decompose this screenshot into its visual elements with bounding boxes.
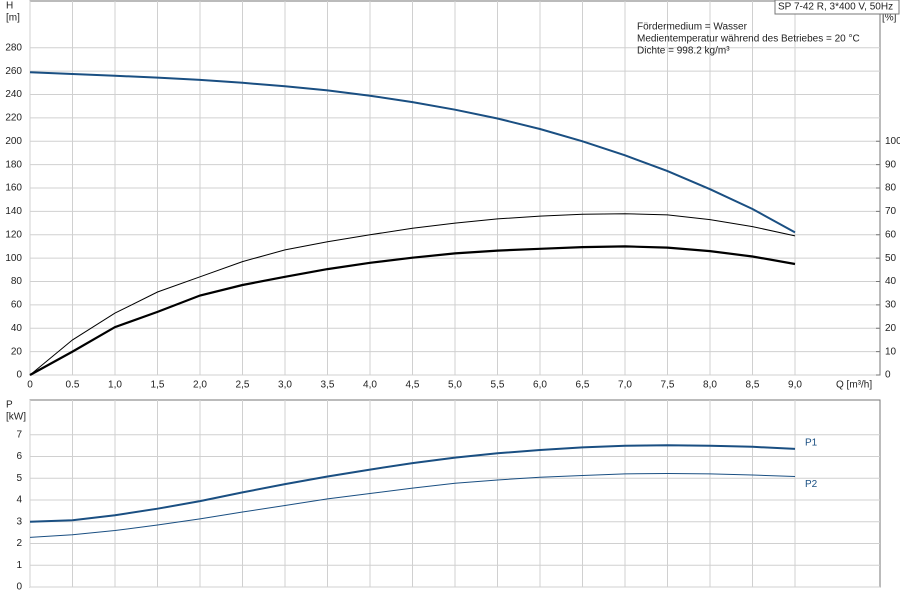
curve [29, 444, 796, 523]
y-tick-label: 180 [5, 159, 22, 170]
curve [29, 71, 796, 234]
y-tick-label: 80 [11, 276, 23, 287]
y-tick-label: 6 [16, 451, 22, 462]
y2-tick-label: 40 [885, 276, 897, 287]
x-tick-label: 1,5 [151, 380, 165, 391]
x-tick-label: 5,0 [448, 380, 462, 391]
y-tick-label: 20 [11, 346, 23, 357]
y2-tick-label: 20 [885, 323, 897, 334]
curve [29, 472, 796, 538]
y2-tick-label: 90 [885, 159, 897, 170]
y2-tick-label: 100 [885, 136, 900, 147]
y-tick-label: 100 [5, 253, 22, 264]
chart-title: SP 7-42 R, 3*400 V, 50Hz [778, 2, 893, 13]
x-tick-label: 6,0 [533, 380, 547, 391]
y-tick-label: 7 [16, 429, 22, 440]
y-axis-label: [kW] [6, 412, 26, 423]
x-tick-label: 8,5 [746, 380, 760, 391]
y-axis-label: H [6, 1, 13, 12]
x-tick-label: 3,0 [278, 380, 292, 391]
y2-tick-label: 70 [885, 206, 897, 217]
y-tick-label: 160 [5, 183, 22, 194]
y2-tick-label: 0 [885, 370, 891, 381]
x-tick-label: 3,5 [321, 380, 335, 391]
y-tick-label: 140 [5, 206, 22, 217]
x-tick-label: 0 [27, 380, 33, 391]
annotation: Fördermedium = Wasser [637, 22, 748, 33]
y2-tick-label: 60 [885, 229, 897, 240]
x-tick-label: 1,0 [108, 380, 122, 391]
x-tick-label: 4,5 [406, 380, 420, 391]
y-tick-label: 220 [5, 113, 22, 124]
y-tick-label: 1 [16, 560, 22, 571]
y2-tick-label: 50 [885, 253, 897, 264]
y-tick-label: 0 [16, 370, 22, 381]
x-tick-label: 7,0 [618, 380, 632, 391]
x-tick-label: 2,5 [236, 380, 250, 391]
x-tick-label: 2,0 [193, 380, 207, 391]
x-tick-label: 5,5 [491, 380, 505, 391]
y2-tick-label: 30 [885, 300, 897, 311]
y-tick-label: 5 [16, 473, 22, 484]
y-tick-label: 0 [16, 582, 22, 593]
x-tick-label: 0.5 [66, 380, 80, 391]
y-axis-label: P [6, 400, 13, 411]
x-tick-label: 8,0 [703, 380, 717, 391]
curve [29, 213, 796, 376]
y2-axis-label: [%] [882, 13, 897, 24]
x-tick-label: 6,5 [576, 380, 590, 391]
y2-tick-label: 80 [885, 183, 897, 194]
y-tick-label: 40 [11, 323, 23, 334]
y-tick-label: 3 [16, 516, 22, 527]
curve-label: P2 [805, 479, 818, 490]
y-tick-label: 60 [11, 300, 23, 311]
x-tick-label: 4,0 [363, 380, 377, 391]
y-tick-label: 200 [5, 136, 22, 147]
x-tick-label: 7,5 [661, 380, 675, 391]
y-tick-label: 2 [16, 538, 22, 549]
y-tick-label: 120 [5, 229, 22, 240]
y-tick-label: 4 [16, 495, 22, 506]
y-axis-label: [m] [6, 13, 20, 24]
y-tick-label: 260 [5, 66, 22, 77]
y-tick-label: 280 [5, 42, 22, 53]
x-axis-label: Q [m³/h] [836, 380, 872, 391]
y2-tick-label: 10 [885, 346, 897, 357]
title-box [774, 0, 900, 15]
curve [29, 245, 796, 376]
annotation: Dichte = 998.2 kg/m³ [637, 46, 730, 57]
y-tick-label: 240 [5, 89, 22, 100]
curve-label: P1 [805, 438, 818, 449]
x-tick-label: 9,0 [788, 380, 802, 391]
annotation: Medientemperatur während des Betriebes =… [637, 34, 860, 45]
